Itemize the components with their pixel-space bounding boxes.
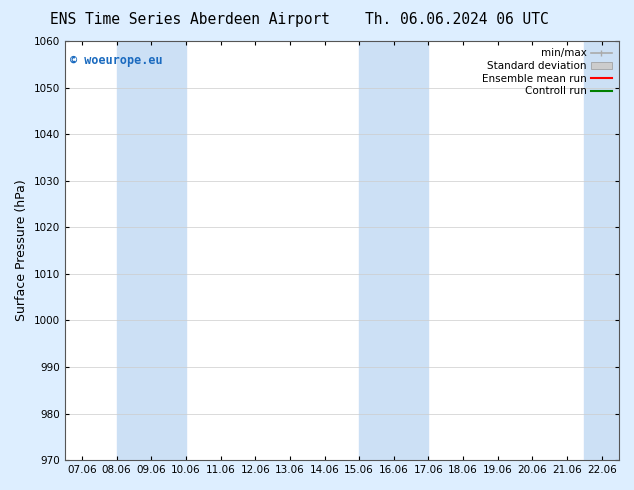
Y-axis label: Surface Pressure (hPa): Surface Pressure (hPa) xyxy=(15,180,28,321)
Legend: min/max, Standard deviation, Ensemble mean run, Controll run: min/max, Standard deviation, Ensemble me… xyxy=(480,46,614,98)
Text: © woeurope.eu: © woeurope.eu xyxy=(70,53,163,67)
Bar xyxy=(585,41,619,460)
Bar xyxy=(117,41,186,460)
Text: Th. 06.06.2024 06 UTC: Th. 06.06.2024 06 UTC xyxy=(365,12,548,27)
Bar xyxy=(359,41,429,460)
Text: ENS Time Series Aberdeen Airport: ENS Time Series Aberdeen Airport xyxy=(50,12,330,27)
